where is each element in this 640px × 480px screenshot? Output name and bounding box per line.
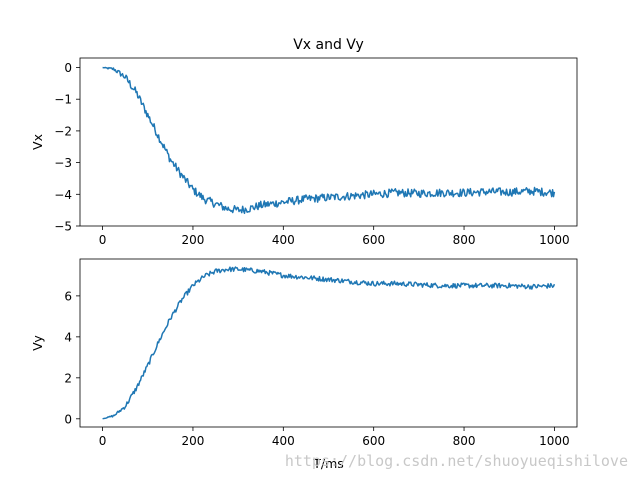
y-tick-label: −2 xyxy=(54,124,72,138)
vy-y-ticks: 0 2 4 6 xyxy=(64,289,80,426)
vx-plot-area xyxy=(102,66,556,215)
x-tick-label: 600 xyxy=(362,233,385,247)
watermark-text: https://blog.csdn.net/shuoyueqishilove xyxy=(285,452,628,470)
vx-y-axis-label: Vx xyxy=(30,134,45,150)
x-tick-label: 0 xyxy=(99,233,107,247)
x-tick-label: 800 xyxy=(453,434,476,448)
x-tick-label: 200 xyxy=(182,434,205,448)
vy-x-ticks: 0 200 400 600 800 1000 xyxy=(99,427,570,448)
y-tick-label: −3 xyxy=(54,156,72,170)
subplot-vy: 0 200 400 600 800 1000 0 2 4 6 Vy T/ms xyxy=(30,258,578,471)
vy-plot-area xyxy=(102,266,556,420)
y-tick-label: −1 xyxy=(54,93,72,107)
chart-title: Vx and Vy xyxy=(293,37,364,53)
x-tick-label: 400 xyxy=(272,233,295,247)
vx-series-line xyxy=(102,66,556,215)
y-tick-label: 0 xyxy=(64,61,72,75)
subplot-vx: Vx and Vy 0 200 400 600 800 1000 0−1−2−3−4−5 … xyxy=(30,37,578,247)
vx-x-ticks: 0 200 400 600 800 1000 xyxy=(99,226,570,247)
y-tick-label: −5 xyxy=(54,220,72,234)
x-tick-label: 600 xyxy=(362,434,385,448)
x-tick-label: 200 xyxy=(182,233,205,247)
vy-y-axis-label: Vy xyxy=(30,335,45,351)
x-tick-label: 1000 xyxy=(539,434,570,448)
vy-series-line xyxy=(102,266,556,420)
x-tick-label: 400 xyxy=(272,434,295,448)
vy-axes-frame xyxy=(79,258,578,428)
x-tick-label: 800 xyxy=(453,233,476,247)
y-tick-label: 2 xyxy=(64,371,72,385)
x-axis-label: T/ms xyxy=(312,456,344,471)
vx-axes-frame xyxy=(79,57,578,227)
x-tick-label: 1000 xyxy=(539,233,570,247)
y-tick-label: 0 xyxy=(64,412,72,426)
x-tick-label: 0 xyxy=(99,434,107,448)
y-tick-label: 6 xyxy=(64,289,72,303)
y-tick-label: −4 xyxy=(54,188,72,202)
vx-y-ticks: 0 −1 −2 −3 −4 −5 xyxy=(54,61,80,234)
y-tick-label: 4 xyxy=(64,330,72,344)
